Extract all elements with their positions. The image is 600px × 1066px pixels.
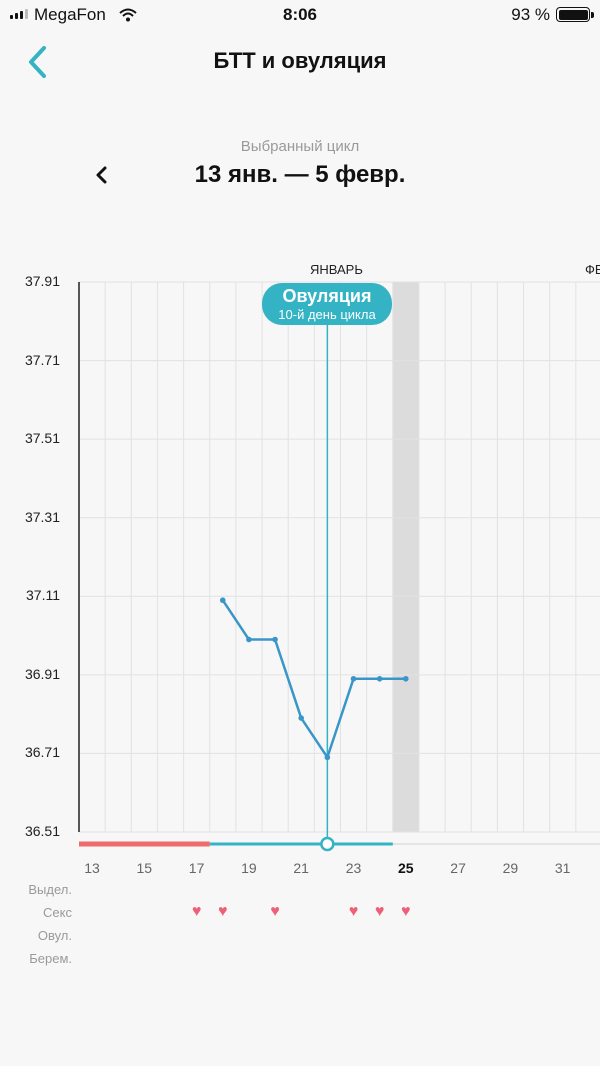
- x-tick-label: 23: [345, 860, 362, 876]
- heart-icon: ♥: [218, 903, 228, 920]
- back-chevron-icon[interactable]: [22, 42, 56, 82]
- month-label: ФЕ: [585, 262, 600, 277]
- heart-icon: ♥: [191, 903, 202, 920]
- y-tick-label: 37.91: [24, 273, 60, 289]
- month-label: ЯНВАРЬ: [310, 262, 363, 277]
- y-tick-label: 37.71: [24, 351, 60, 368]
- x-tick-label: 19: [241, 860, 257, 876]
- battery-icon: [556, 7, 590, 22]
- row-label-ovulation: Овул.: [37, 928, 72, 943]
- y-tick-label: 36.91: [24, 665, 60, 682]
- heart-icon: ♥: [348, 903, 359, 920]
- battery-tip: [591, 12, 594, 18]
- row-label-pregnancy: Берем.: [29, 951, 72, 966]
- x-tick-label: 29: [502, 860, 519, 876]
- cellular-signal-icon: [10, 9, 28, 19]
- x-tick-label: 31: [554, 860, 571, 876]
- status-bar: MegaFon 8:06 93 %: [0, 0, 600, 30]
- temperature-point: [298, 715, 305, 721]
- clock: 8:06: [282, 5, 318, 24]
- x-tick-label: 15: [136, 860, 153, 876]
- y-tick-label: 36.51: [24, 823, 60, 839]
- temperature-point: [246, 636, 252, 643]
- wifi-icon: [119, 8, 137, 22]
- carrier-name: MegaFon: [34, 5, 106, 24]
- cycle-caption: Выбранный цикл: [240, 138, 360, 155]
- today-band: [392, 282, 419, 832]
- x-tick-label: 13: [84, 860, 100, 876]
- bbt-chart[interactable]: [0, 255, 600, 855]
- y-tick-label: 37.51: [24, 430, 60, 447]
- previous-cycle-chevron-icon[interactable]: [90, 160, 114, 190]
- x-tick-label: 25: [398, 860, 414, 876]
- temperature-point: [219, 597, 226, 604]
- y-tick-label: 37.11: [26, 587, 60, 604]
- temperature-line: [221, 599, 406, 759]
- heart-icon: ♥: [374, 903, 385, 920]
- x-tick-label: 17: [188, 860, 205, 876]
- temperature-point: [403, 675, 409, 682]
- heart-icon: ♥: [270, 903, 280, 920]
- cycle-range: 13 янв. — 5 февр.: [194, 161, 406, 188]
- y-tick-label: 37.31: [24, 508, 60, 525]
- temperature-point: [376, 675, 383, 682]
- ovulation-marker[interactable]: Овуляция 10-й день цикла: [262, 283, 392, 325]
- ovulation-cycle-day: 10-й день цикла: [278, 307, 376, 322]
- row-label-sex: Секс: [43, 905, 72, 920]
- x-tick-label: 21: [293, 860, 309, 876]
- x-tick-label: 27: [450, 860, 466, 876]
- y-tick-label: 36.71: [24, 744, 60, 761]
- ovulation-label: Овуляция: [282, 286, 372, 306]
- heart-icon: ♥: [401, 903, 411, 920]
- row-label-discharge: Выдел.: [28, 882, 72, 897]
- temperature-point: [272, 636, 278, 643]
- ovulation-day-marker: [320, 836, 335, 852]
- temperature-point: [350, 675, 357, 682]
- page-title: БТТ и овуляция: [213, 48, 387, 73]
- battery-percent: 93 %: [511, 5, 550, 24]
- temperature-point: [324, 754, 331, 761]
